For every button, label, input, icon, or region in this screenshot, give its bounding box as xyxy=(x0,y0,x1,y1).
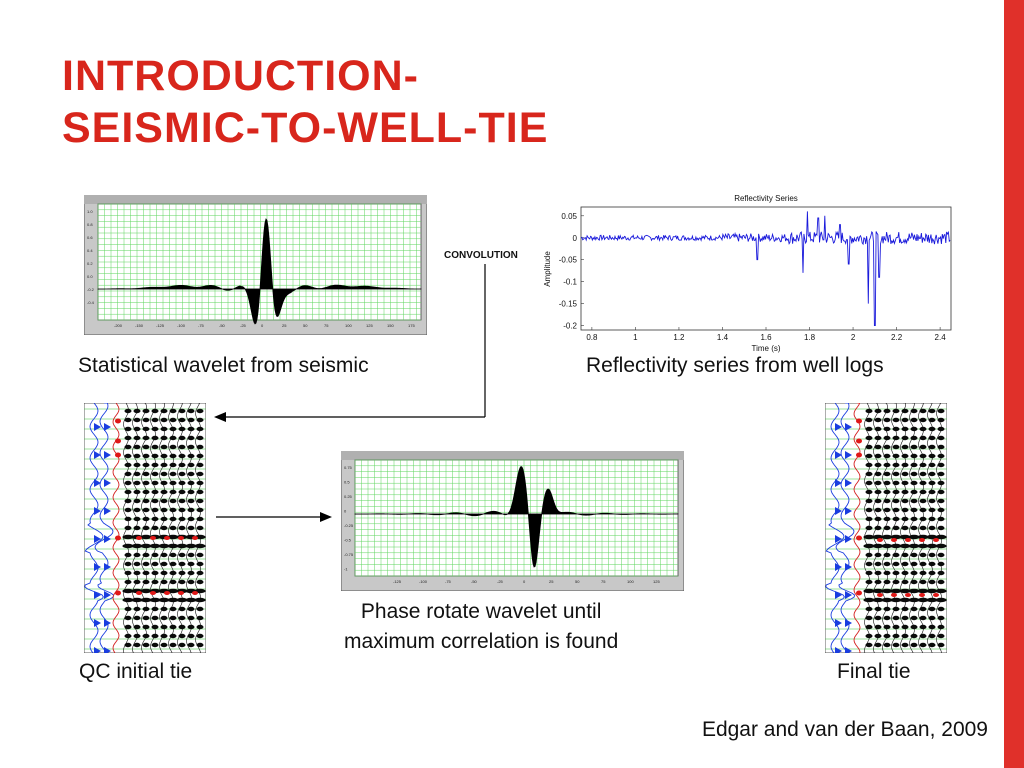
arrow-to-phase-rotation xyxy=(216,512,332,522)
svg-text:2.4: 2.4 xyxy=(935,333,947,342)
citation-credit: Edgar and van der Baan, 2009 xyxy=(701,718,988,741)
svg-text:2: 2 xyxy=(851,333,856,342)
svg-text:0.5: 0.5 xyxy=(344,480,350,485)
svg-text:75: 75 xyxy=(601,579,606,584)
svg-text:-0.75: -0.75 xyxy=(344,552,354,557)
svg-text:-50: -50 xyxy=(219,323,226,328)
svg-text:-200: -200 xyxy=(114,323,123,328)
svg-text:1.2: 1.2 xyxy=(673,333,685,342)
phase-rotate-caption-line-2: maximum correlation is found xyxy=(344,630,619,653)
statistical-wavelet-caption: Statistical wavelet from seismic xyxy=(78,354,369,377)
title-line-2: SEISMIC-TO-WELL-TIE xyxy=(62,104,549,152)
svg-text:0.6: 0.6 xyxy=(87,235,93,240)
phase-rotate-caption-line-1: Phase rotate wavelet until xyxy=(360,600,602,623)
statistical-wavelet-figure: -200 -150 -125 -100 -75 -50 -25 0 25 50 75 100 125 15… xyxy=(84,195,427,335)
svg-text:-100: -100 xyxy=(177,323,186,328)
svg-text:0.4: 0.4 xyxy=(87,248,93,253)
svg-text:0: 0 xyxy=(344,509,347,514)
svg-text:1.6: 1.6 xyxy=(760,333,772,342)
svg-text:125: 125 xyxy=(653,579,660,584)
svg-text:50: 50 xyxy=(575,579,580,584)
svg-text:1: 1 xyxy=(633,333,638,342)
title-line-1: INTRODUCTION- xyxy=(62,52,419,100)
svg-text:-0.5: -0.5 xyxy=(344,538,352,543)
svg-text:0: 0 xyxy=(573,234,578,243)
svg-text:-25: -25 xyxy=(240,323,247,328)
svg-text:25: 25 xyxy=(549,579,554,584)
svg-text:-0.2: -0.2 xyxy=(563,322,577,331)
svg-text:-50: -50 xyxy=(471,579,478,584)
svg-text:0.8: 0.8 xyxy=(87,222,93,227)
svg-text:0: 0 xyxy=(261,323,264,328)
svg-text:0: 0 xyxy=(523,579,526,584)
svg-text:-0.05: -0.05 xyxy=(559,256,578,265)
svg-text:-75: -75 xyxy=(445,579,452,584)
svg-text:0.2: 0.2 xyxy=(87,261,93,266)
svg-text:100: 100 xyxy=(345,323,352,328)
final-tie-caption: Final tie xyxy=(837,660,911,683)
svg-text:100: 100 xyxy=(627,579,634,584)
svg-text:75: 75 xyxy=(324,323,329,328)
svg-text:1.8: 1.8 xyxy=(804,333,816,342)
svg-text:150: 150 xyxy=(387,323,394,328)
svg-text:2.2: 2.2 xyxy=(891,333,903,342)
svg-text:-0.4: -0.4 xyxy=(87,300,95,305)
svg-text:-75: -75 xyxy=(198,323,205,328)
svg-text:-0.25: -0.25 xyxy=(344,523,354,528)
svg-text:-150: -150 xyxy=(135,323,144,328)
svg-text:-0.1: -0.1 xyxy=(563,278,577,287)
svg-text:-125: -125 xyxy=(156,323,165,328)
svg-text:0.0: 0.0 xyxy=(87,274,93,279)
slide-title: INTRODUCTION- SEISMIC-TO-WELL-TIE xyxy=(62,50,962,154)
convolution-label: CONVOLUTION xyxy=(444,250,518,261)
qc-initial-tie-caption: QC initial tie xyxy=(79,660,193,683)
svg-text:-1: -1 xyxy=(344,567,348,572)
svg-text:25: 25 xyxy=(282,323,287,328)
convolution-connector xyxy=(214,264,486,422)
svg-text:-25: -25 xyxy=(497,579,504,584)
phase-rotate-caption: Phase rotate wavelet until maximum corre… xyxy=(344,597,618,657)
svg-text:0.05: 0.05 xyxy=(561,212,577,221)
accent-bar xyxy=(1004,0,1024,768)
reflectivity-chart: Reflectivity Series Time (s) Amplitude 0… xyxy=(543,194,952,353)
svg-text:125: 125 xyxy=(366,323,373,328)
reflectivity-caption: Reflectivity series from well logs xyxy=(586,354,884,377)
final-tie-panel xyxy=(825,403,947,653)
svg-text:1.4: 1.4 xyxy=(717,333,729,342)
svg-text:-125: -125 xyxy=(393,579,402,584)
reflectivity-ylabel: Amplitude xyxy=(543,251,552,287)
svg-text:0.25: 0.25 xyxy=(344,494,353,499)
phase-rotated-wavelet-figure: -125 -100 -75 -50 -25 0 25 50 75 100 125 0.75 0.5 0.2… xyxy=(341,451,684,591)
svg-text:50: 50 xyxy=(303,323,308,328)
svg-text:-0.2: -0.2 xyxy=(87,287,95,292)
svg-text:-100: -100 xyxy=(419,579,428,584)
svg-text:0.75: 0.75 xyxy=(344,465,353,470)
svg-text:175: 175 xyxy=(408,323,415,328)
svg-text:0.8: 0.8 xyxy=(586,333,598,342)
svg-text:-0.15: -0.15 xyxy=(559,300,578,309)
svg-text:1.0: 1.0 xyxy=(87,209,93,214)
qc-initial-tie-panel xyxy=(84,403,206,653)
reflectivity-chart-title: Reflectivity Series xyxy=(734,194,798,203)
reflectivity-xlabel: Time (s) xyxy=(751,344,780,353)
